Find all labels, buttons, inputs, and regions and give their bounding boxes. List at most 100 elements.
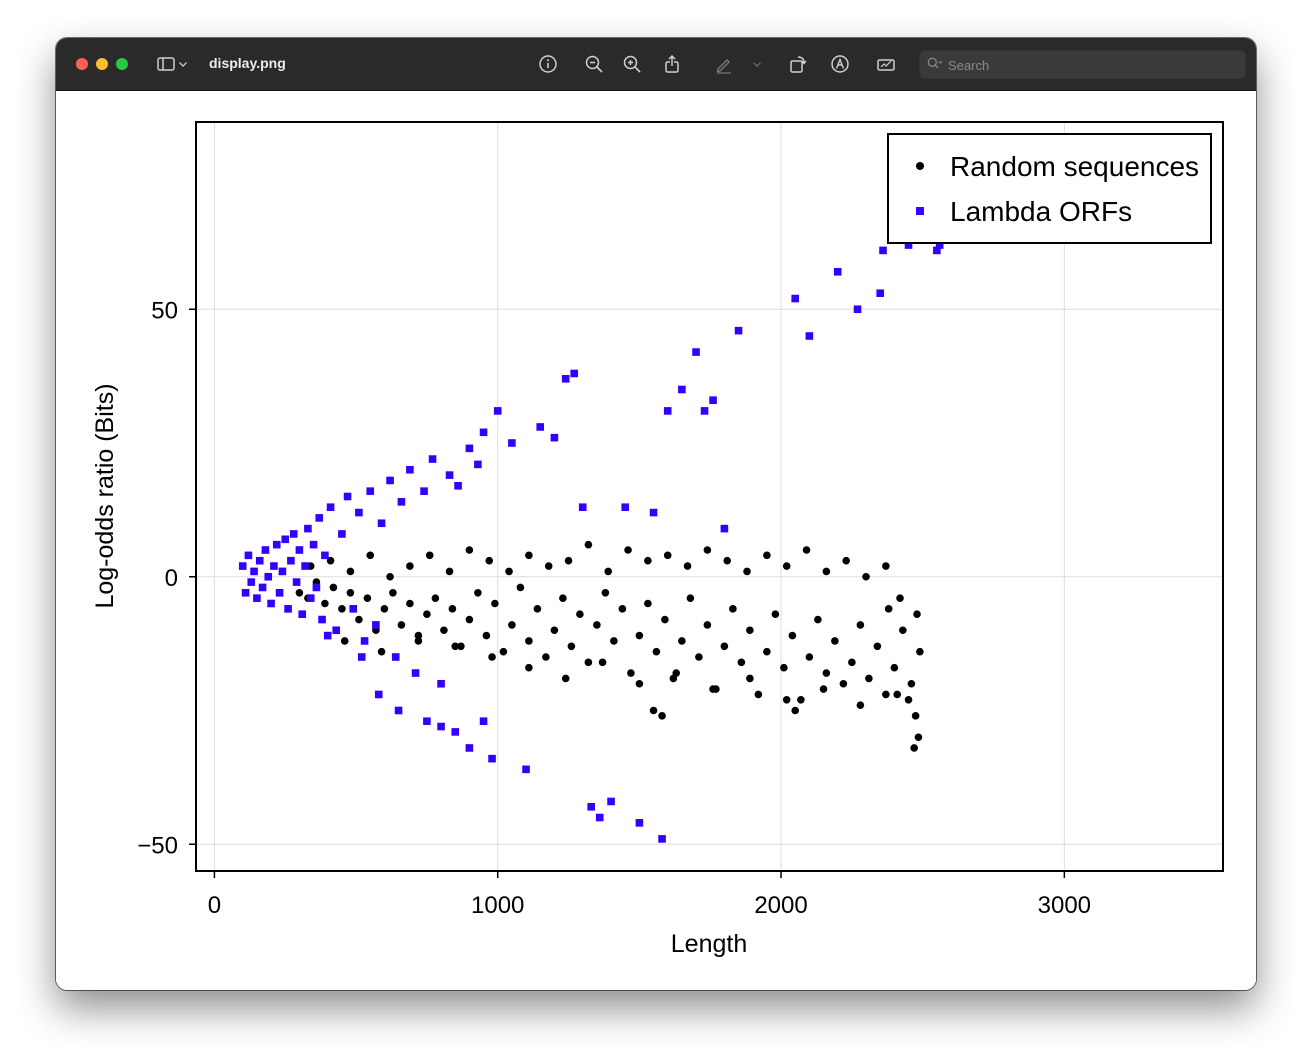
image-canvas: 0 1000 2000 3000 −50 0 50 Length Log-odds rati…	[56, 91, 1256, 990]
data-point-random	[822, 669, 831, 677]
data-point-random	[457, 642, 465, 651]
data-point-random	[814, 615, 822, 624]
data-point-random	[916, 647, 924, 656]
share-icon[interactable]	[660, 52, 684, 76]
close-window-button[interactable]	[76, 58, 88, 70]
data-point-random	[672, 669, 681, 677]
data-point-lambda	[287, 556, 295, 565]
data-point-random	[576, 610, 584, 618]
zoom-in-icon[interactable]	[620, 52, 644, 76]
x-tick-label: 1000	[471, 892, 524, 919]
data-point-lambda	[635, 819, 644, 827]
data-point-lambda	[587, 803, 596, 811]
zoom-window-button[interactable]	[116, 58, 128, 70]
data-point-random	[389, 589, 397, 597]
data-point-lambda	[301, 562, 309, 570]
data-point-random	[805, 653, 814, 661]
data-point-random	[890, 663, 899, 672]
data-point-lambda	[304, 524, 312, 533]
data-point-random	[791, 706, 800, 715]
search-input[interactable]	[946, 54, 1240, 76]
data-point-lambda	[394, 706, 403, 715]
data-point-lambda	[247, 578, 256, 586]
legend-box	[887, 133, 1212, 244]
data-point-lambda	[292, 578, 301, 586]
data-point-random	[604, 567, 613, 576]
data-point-random	[703, 546, 712, 554]
data-point-random	[482, 631, 491, 640]
data-point-lambda	[678, 385, 686, 394]
info-icon[interactable]	[536, 52, 560, 76]
data-point-random	[896, 594, 904, 602]
data-point-random	[533, 605, 542, 613]
data-point-lambda	[377, 519, 386, 528]
rotate-icon[interactable]	[786, 52, 810, 76]
data-point-random	[856, 701, 865, 709]
y-tick-label: 0	[165, 565, 178, 592]
markup-icon[interactable]	[828, 52, 852, 76]
data-point-random	[882, 690, 890, 699]
legend-label-random: Random sequences	[950, 151, 1199, 182]
data-point-random	[584, 658, 593, 667]
preview-window: display.png	[56, 38, 1256, 990]
data-point-lambda	[349, 605, 358, 613]
data-point-random	[488, 653, 496, 661]
zoom-out-icon[interactable]	[582, 52, 606, 76]
data-point-random	[703, 621, 712, 629]
plot-frame	[195, 121, 1224, 872]
data-point-random	[873, 642, 882, 651]
data-point-random	[899, 626, 907, 635]
data-point-random	[451, 642, 460, 651]
markup-pen-icon[interactable]	[712, 52, 736, 76]
data-point-random	[561, 674, 570, 683]
title-bar: display.png	[56, 38, 1256, 91]
data-point-random	[465, 615, 474, 624]
data-point-lambda	[621, 503, 630, 511]
data-point-random	[598, 658, 607, 667]
data-point-lambda	[411, 669, 420, 677]
data-point-lambda	[420, 487, 428, 495]
sidebar-icon[interactable]	[154, 52, 178, 76]
data-point-lambda	[264, 572, 273, 581]
data-point-random	[377, 647, 386, 656]
data-point-random	[414, 631, 423, 640]
data-point-random	[743, 567, 751, 576]
form-fill-icon[interactable]	[874, 52, 898, 76]
data-point-random	[771, 610, 780, 618]
data-point-random	[913, 610, 921, 618]
data-point-random	[624, 546, 632, 554]
data-point-random	[593, 621, 601, 629]
search-field[interactable]	[919, 50, 1246, 79]
data-point-random	[567, 642, 576, 651]
chevron-down-icon[interactable]	[176, 52, 190, 76]
data-point-lambda	[876, 289, 884, 297]
data-point-lambda	[720, 524, 729, 533]
data-point-lambda	[289, 530, 298, 538]
data-point-lambda	[261, 546, 270, 554]
chevron-down-icon[interactable]	[750, 52, 764, 76]
data-point-random	[782, 562, 791, 570]
data-point-lambda	[374, 690, 383, 699]
data-point-random	[448, 605, 457, 613]
data-point-random	[559, 594, 567, 602]
data-point-random	[584, 540, 593, 549]
data-point-random	[380, 605, 389, 613]
data-point-random	[644, 556, 652, 565]
data-point-lambda	[238, 562, 247, 570]
data-point-random	[474, 589, 482, 597]
data-point-lambda	[309, 540, 318, 549]
data-point-random	[737, 658, 746, 667]
data-point-random	[831, 637, 839, 645]
data-point-lambda	[326, 503, 335, 511]
scatter-chart: 0 1000 2000 3000 −50 0 50 Length Log-odds rati…	[91, 121, 1224, 958]
data-point-random	[763, 647, 771, 656]
data-point-random	[516, 583, 525, 592]
data-point-random	[720, 642, 729, 651]
data-point-random	[635, 679, 644, 688]
data-point-lambda	[397, 498, 406, 506]
data-point-random	[635, 631, 644, 640]
data-point-random	[658, 712, 666, 720]
data-point-random	[884, 605, 893, 613]
data-point-random	[802, 546, 811, 554]
minimize-window-button[interactable]	[96, 58, 108, 70]
